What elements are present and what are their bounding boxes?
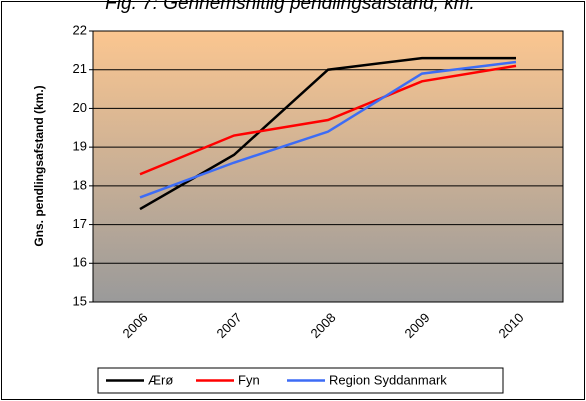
plot-area (92, 30, 564, 303)
legend-label: Fyn (238, 372, 260, 387)
legend-label: Region Syddanmark (329, 372, 447, 387)
y-tick-label: 22 (73, 22, 87, 37)
y-axis-label: Gns. pendlingsafstand (km.) (32, 85, 46, 246)
y-tick-label: 21 (73, 61, 87, 76)
y-tick-label: 15 (73, 293, 87, 308)
y-tick-label: 16 (73, 255, 87, 270)
y-tick-label: 20 (73, 100, 87, 115)
chart-title: Fig. 7: Gennemsnitlig pendlingsafstand, … (105, 0, 475, 14)
y-tick-label: 19 (73, 139, 87, 154)
series-line (139, 60, 517, 199)
y-tick-label: 18 (73, 177, 87, 192)
y-tick-label: 17 (73, 216, 87, 231)
series-line (139, 64, 517, 176)
legend-label: Ærø (148, 372, 173, 387)
